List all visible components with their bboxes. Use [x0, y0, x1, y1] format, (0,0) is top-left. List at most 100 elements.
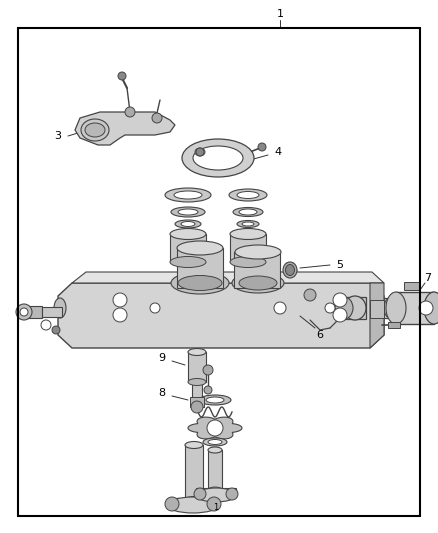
Ellipse shape: [188, 349, 206, 356]
Ellipse shape: [286, 264, 294, 276]
Text: 7: 7: [424, 273, 431, 283]
Bar: [170, 234, 206, 262]
Bar: [168, 498, 218, 508]
Circle shape: [191, 401, 203, 413]
Bar: [396, 292, 434, 324]
Polygon shape: [72, 272, 384, 283]
Text: 9: 9: [159, 353, 166, 363]
Bar: [192, 382, 202, 400]
Text: 1: 1: [276, 9, 283, 19]
Bar: [344, 297, 366, 319]
Circle shape: [258, 143, 266, 151]
Circle shape: [226, 488, 238, 500]
Bar: [370, 300, 384, 318]
Ellipse shape: [81, 119, 109, 141]
Circle shape: [196, 148, 204, 156]
Bar: [190, 397, 204, 407]
Ellipse shape: [174, 191, 202, 199]
Ellipse shape: [230, 256, 266, 268]
Bar: [388, 322, 400, 328]
Bar: [26, 306, 42, 318]
Bar: [177, 248, 223, 288]
Ellipse shape: [178, 209, 198, 215]
Circle shape: [333, 293, 347, 307]
Text: 3: 3: [54, 131, 61, 141]
Ellipse shape: [206, 397, 224, 403]
Text: 4: 4: [275, 147, 282, 157]
Circle shape: [16, 304, 32, 320]
Ellipse shape: [195, 148, 205, 156]
Bar: [60, 298, 390, 318]
Ellipse shape: [54, 298, 66, 318]
Ellipse shape: [188, 378, 206, 385]
Polygon shape: [75, 112, 175, 145]
Ellipse shape: [177, 241, 223, 255]
Ellipse shape: [384, 298, 396, 318]
Circle shape: [20, 308, 28, 316]
Circle shape: [165, 497, 179, 511]
Text: 5: 5: [336, 260, 343, 270]
Bar: [188, 352, 206, 382]
Ellipse shape: [170, 256, 206, 268]
Circle shape: [125, 107, 135, 117]
Ellipse shape: [239, 276, 277, 290]
Ellipse shape: [208, 440, 222, 445]
Bar: [234, 252, 280, 288]
Polygon shape: [58, 283, 384, 348]
Ellipse shape: [230, 229, 266, 239]
Ellipse shape: [237, 221, 259, 228]
Ellipse shape: [185, 441, 203, 448]
Ellipse shape: [181, 222, 195, 227]
Bar: [185, 445, 203, 500]
Text: 1: 1: [213, 504, 219, 513]
Ellipse shape: [85, 123, 105, 137]
Ellipse shape: [237, 191, 259, 198]
Circle shape: [207, 497, 221, 511]
Circle shape: [52, 326, 60, 334]
Circle shape: [152, 113, 162, 123]
Ellipse shape: [335, 297, 353, 319]
Ellipse shape: [193, 146, 243, 170]
Ellipse shape: [232, 273, 284, 293]
Ellipse shape: [424, 292, 438, 324]
Ellipse shape: [182, 139, 254, 177]
Ellipse shape: [242, 222, 254, 226]
Bar: [196, 488, 236, 497]
Ellipse shape: [170, 229, 206, 239]
Ellipse shape: [165, 188, 211, 202]
Circle shape: [150, 303, 160, 313]
Ellipse shape: [239, 209, 257, 215]
Circle shape: [118, 72, 126, 80]
Ellipse shape: [233, 207, 263, 216]
Polygon shape: [370, 283, 384, 348]
Polygon shape: [188, 417, 242, 439]
Circle shape: [274, 302, 286, 314]
Bar: [208, 450, 222, 490]
Ellipse shape: [196, 488, 236, 502]
Circle shape: [204, 386, 212, 394]
Bar: [404, 282, 420, 290]
Circle shape: [333, 308, 347, 322]
Ellipse shape: [167, 497, 219, 513]
Ellipse shape: [178, 276, 222, 290]
Circle shape: [113, 293, 127, 307]
Ellipse shape: [235, 245, 281, 259]
Circle shape: [194, 488, 206, 500]
Circle shape: [41, 320, 51, 330]
Circle shape: [203, 365, 213, 375]
Ellipse shape: [386, 292, 406, 324]
Bar: [42, 307, 62, 317]
Ellipse shape: [185, 497, 203, 504]
Ellipse shape: [203, 438, 227, 446]
Circle shape: [304, 289, 316, 301]
Circle shape: [419, 301, 433, 315]
Circle shape: [113, 308, 127, 322]
Ellipse shape: [208, 447, 222, 453]
Ellipse shape: [199, 395, 231, 405]
Text: 6: 6: [317, 330, 324, 340]
Ellipse shape: [283, 262, 297, 278]
Circle shape: [325, 303, 335, 313]
Ellipse shape: [208, 487, 222, 493]
Ellipse shape: [171, 272, 229, 294]
Ellipse shape: [344, 296, 366, 320]
